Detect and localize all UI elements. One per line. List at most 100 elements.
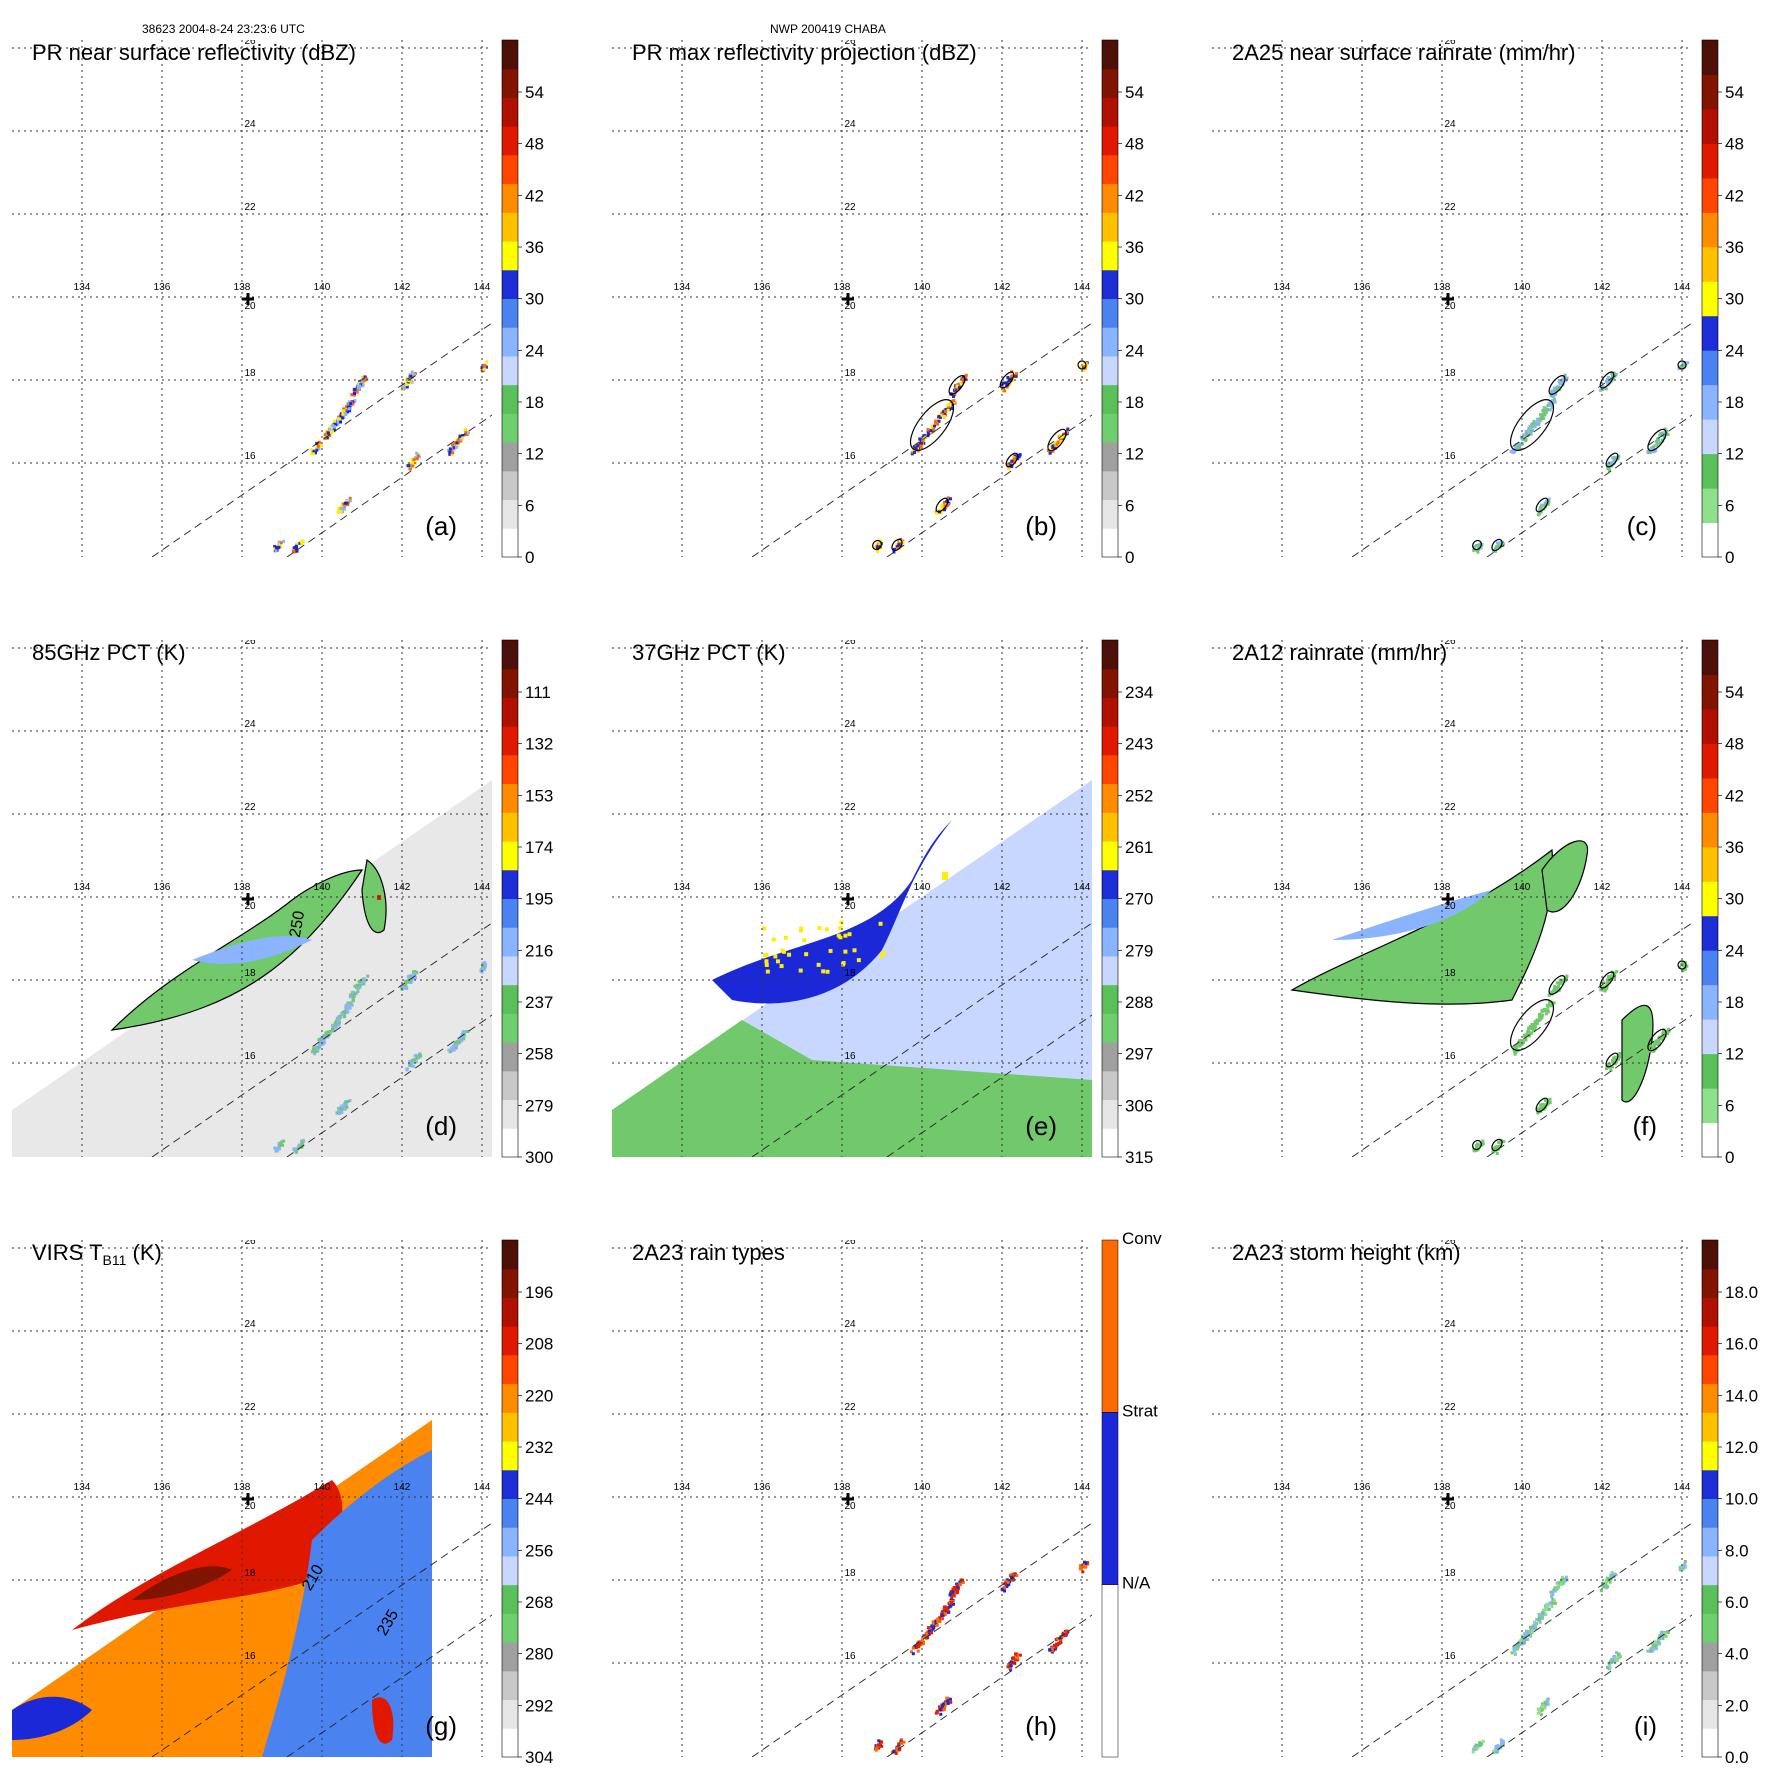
pr-echo-pixel	[931, 429, 935, 433]
pr-echo-pixel	[461, 1034, 465, 1038]
pr-echo-pixel	[1512, 450, 1516, 454]
pr-echo-pixel	[946, 496, 950, 500]
pr-echo-pixel	[317, 447, 321, 451]
pr-echo-pixel	[1051, 449, 1055, 453]
pr-echo-pixel	[955, 384, 959, 388]
pr-echo-pixel	[278, 1147, 282, 1151]
pr-echo-pixel	[942, 505, 946, 509]
lat-tick-label: 16	[844, 451, 856, 462]
pr-echo-pixel	[1552, 386, 1556, 390]
pr-echo-pixel	[962, 380, 966, 384]
pr-echo-pixel	[416, 453, 420, 457]
colorbar-segment	[1102, 927, 1118, 957]
pr-echo-pixel	[1527, 427, 1531, 431]
pr-echo-pixel	[450, 1048, 454, 1052]
lon-tick-label: 142	[394, 282, 411, 293]
pr-echo-pixel	[362, 982, 366, 986]
colorbar-segment	[1702, 40, 1718, 75]
pr-echo-pixel	[1514, 443, 1518, 447]
pr-echo-pixel	[325, 436, 329, 440]
colorbar-segment	[1102, 413, 1118, 443]
lon-tick-label: 136	[754, 1482, 771, 1493]
pr-echo-pixel	[946, 1699, 950, 1703]
pr-echo-pixel	[1555, 1587, 1559, 1591]
pr-echo-pixel	[1513, 1052, 1517, 1056]
strong-scattering-pixel	[782, 949, 787, 954]
pr-echo-pixel	[1608, 1062, 1612, 1066]
pr-echo-pixel	[1050, 448, 1054, 452]
pr-echo-pixel	[1560, 380, 1564, 384]
colorbar-segment	[502, 126, 518, 156]
pr-echo-pixel	[1498, 1144, 1502, 1148]
plot-area: 134 136 138 140 142 144 26 24 22 20 18 16	[1212, 1240, 1692, 1757]
colorbar-tick-label: 24	[1725, 341, 1744, 360]
pr-echo-pixel	[1084, 1562, 1088, 1566]
pr-echo-pixel	[409, 464, 413, 468]
moderate-rain	[1332, 890, 1492, 940]
plot-area: 134 136 138 140 142 144 26 24 22 20 18 16	[612, 640, 1092, 1157]
colorbar-segment	[1702, 812, 1718, 848]
pr-swath-edge	[1351, 922, 1692, 1157]
pr-echo-pixel	[1553, 1601, 1557, 1605]
panel-title: 2A25 near surface rainrate (mm/hr)	[1232, 40, 1576, 65]
pr-swath-edge	[151, 322, 492, 557]
pr-echo-pixel	[1561, 978, 1565, 982]
echo-contour	[1005, 452, 1019, 468]
lat-tick-label: 22	[244, 1402, 256, 1413]
panel-i: 134 136 138 140 142 144 26 24 22 20 18 16 2A23 storm…	[1212, 1239, 1758, 1767]
pr-echo-pixel	[1682, 964, 1686, 968]
strong-scattering-pixel	[764, 962, 769, 967]
strong-scattering-pixel	[763, 953, 768, 958]
colorbar-segment	[1102, 40, 1118, 70]
panel-c: 134 136 138 140 142 144 26 24 22 20 18 16 2A25 near …	[1212, 39, 1744, 567]
pr-echo-pixel	[1082, 368, 1086, 372]
pr-echo-pixel	[1521, 442, 1525, 446]
pr-echo-pixel	[482, 968, 486, 972]
colorbar-tick-label: 24	[1125, 341, 1144, 360]
pr-echo-pixel	[932, 1625, 936, 1629]
pr-echo-pixel	[409, 975, 413, 979]
pr-echo-pixel	[337, 1112, 341, 1116]
colorbar-tick-label: 279	[525, 1096, 553, 1115]
pr-echo-pixel	[273, 545, 277, 549]
colorbar-segment	[1702, 1053, 1718, 1089]
pr-echo-pixel	[1613, 1055, 1617, 1059]
pr-echo-pixel	[1601, 385, 1605, 389]
pr-echo-pixel	[412, 458, 416, 462]
lat-tick-label: 24	[1444, 719, 1456, 730]
pr-echo-pixel	[336, 1106, 340, 1110]
pr-echo-pixel	[1495, 1750, 1499, 1754]
lat-tick-label: 18	[1444, 968, 1456, 979]
pr-echo-pixel	[451, 451, 455, 455]
pr-echo-pixel	[1003, 1582, 1007, 1586]
lat-tick-label: 20	[244, 301, 256, 312]
pr-echo-pixel	[1558, 385, 1562, 389]
strong-scattering-pixel	[856, 958, 861, 963]
colorbar-tick-label: 232	[525, 1438, 553, 1457]
pr-echo-pixel	[1608, 1660, 1612, 1664]
lat-tick-label: 22	[1444, 802, 1456, 813]
pr-echo-pixel	[453, 441, 457, 445]
pr-echo-pixel	[415, 451, 419, 455]
strong-scattering-pixel	[783, 935, 788, 940]
pr-echo-pixel	[952, 400, 956, 404]
colorbar-tick-label: 297	[1125, 1045, 1153, 1064]
colorbar-segment	[1702, 419, 1718, 455]
pr-echo-pixel	[1540, 1107, 1544, 1111]
pr-echo-pixel	[924, 1631, 928, 1635]
lat-tick-label: 22	[844, 202, 856, 213]
pr-echo-pixel	[1524, 1634, 1528, 1638]
pr-echo-pixel	[1608, 979, 1612, 983]
colorbar-segment	[1702, 743, 1718, 779]
colorbar-tick-label: 8.0	[1725, 1541, 1749, 1560]
pr-echo-pixel	[310, 1050, 314, 1054]
colorbar-tick-label: 30	[525, 290, 544, 309]
pr-echo-pixel	[1550, 1003, 1554, 1007]
pr-echo-pixel	[1599, 988, 1603, 992]
panel-title: 2A12 rainrate (mm/hr)	[1232, 640, 1447, 665]
pr-echo-pixel	[410, 380, 414, 384]
panel-label: (c)	[1627, 511, 1657, 541]
pr-echo-pixel	[1652, 1644, 1656, 1648]
colorbar-tick-label: 6.0	[1725, 1593, 1749, 1612]
